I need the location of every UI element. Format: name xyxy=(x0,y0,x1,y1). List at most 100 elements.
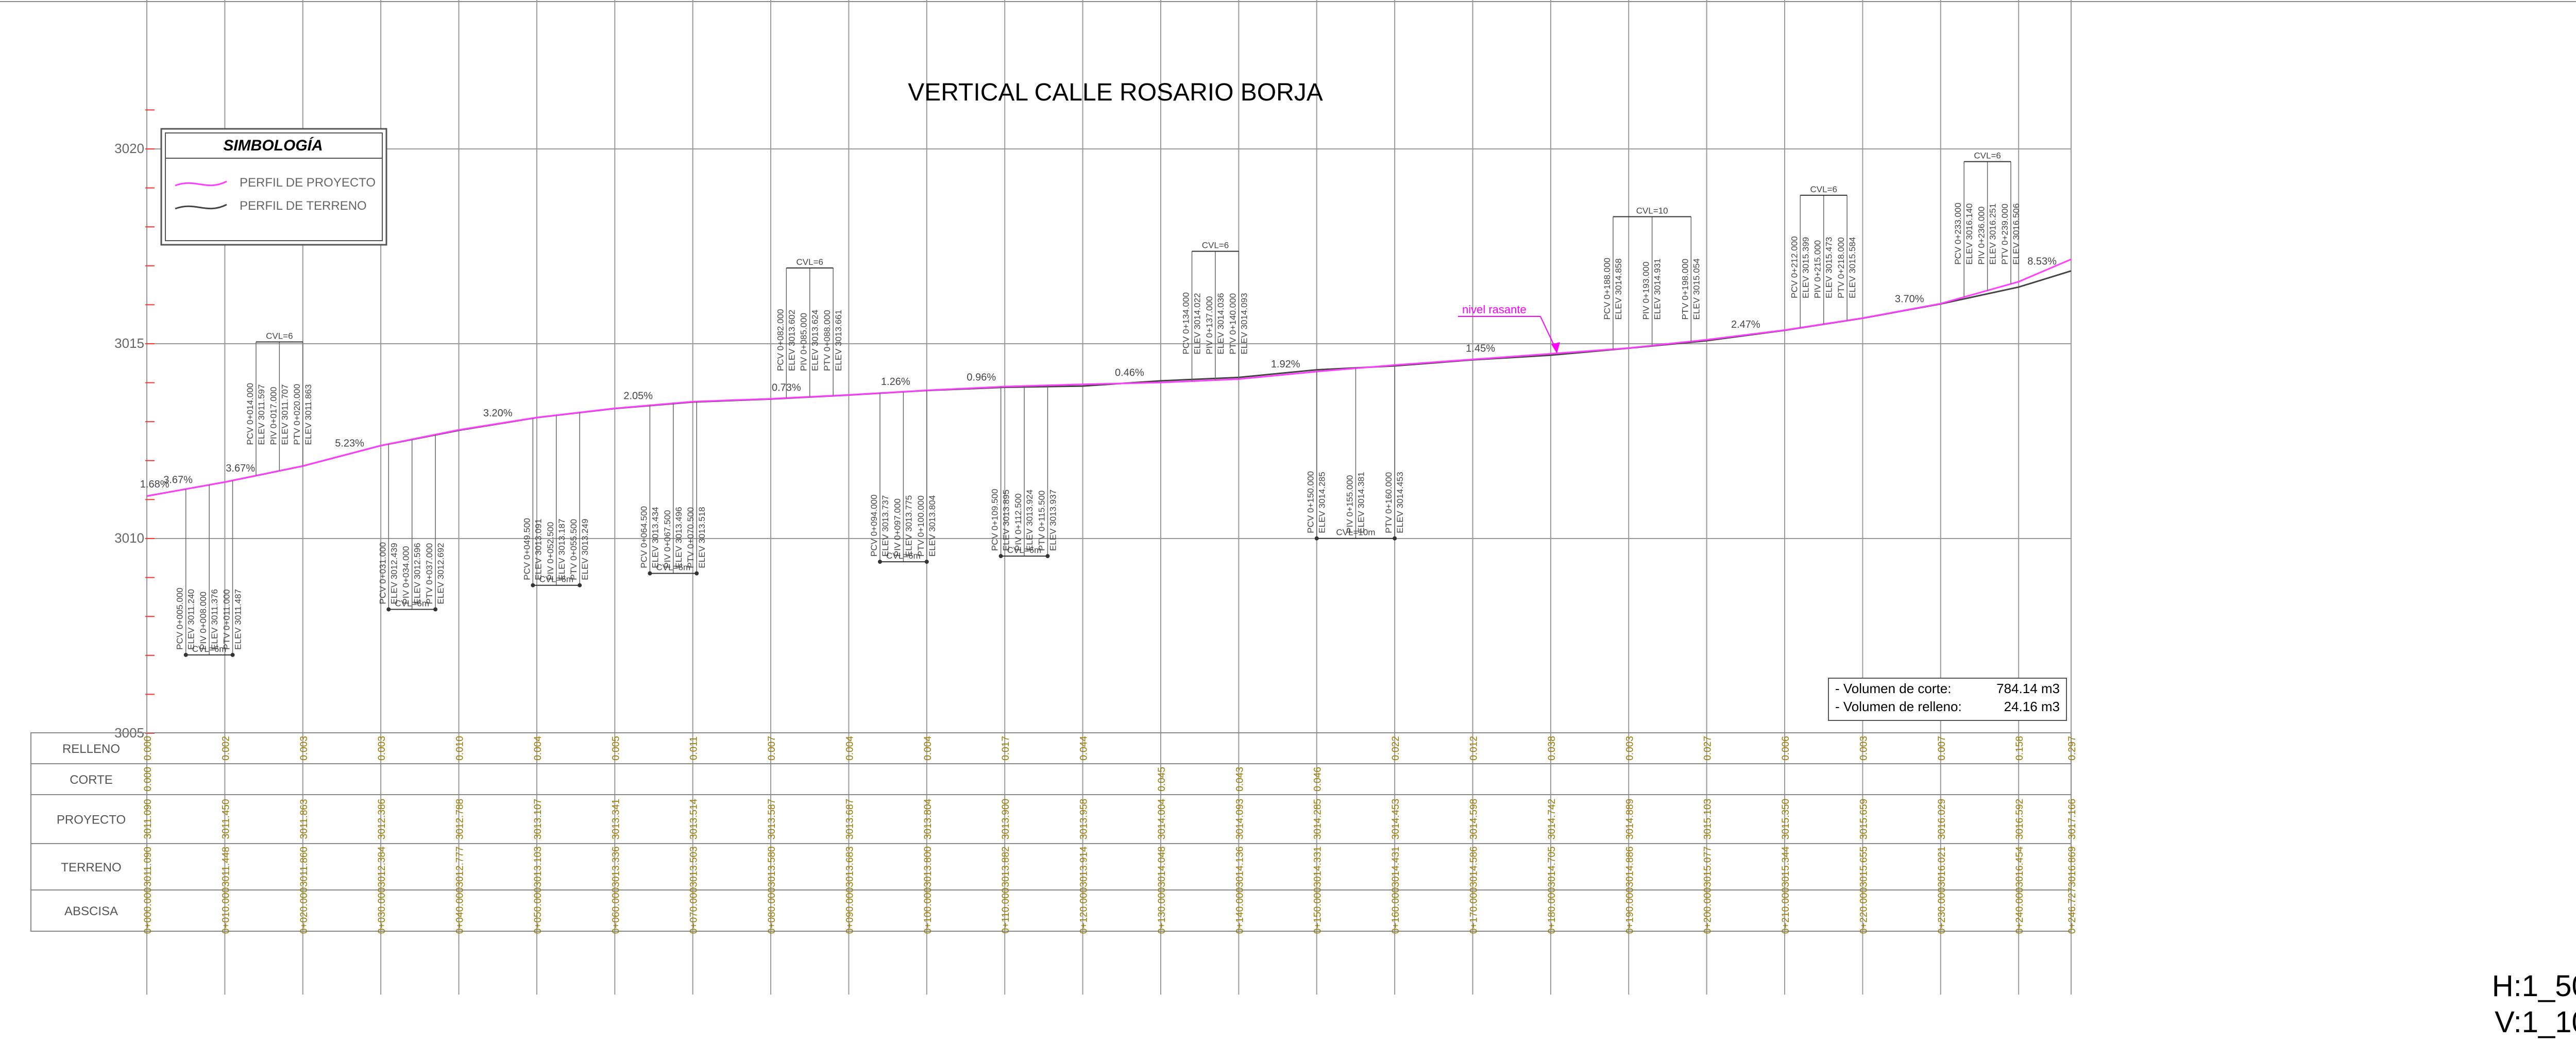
table-frame xyxy=(30,732,2072,932)
table-cell: 0+220.000 xyxy=(1858,887,1869,934)
table-cell: 3014.048 xyxy=(1157,846,1167,887)
curve-elevation-label: ELEV 3011.597 xyxy=(257,384,266,445)
curve-station-label: PTV 0+218.000 xyxy=(1836,237,1846,298)
table-cell: 0.011 xyxy=(689,736,700,760)
curve-elevation-label: ELEV 3015.473 xyxy=(1824,237,1834,298)
slope-label: 2.05% xyxy=(623,390,653,401)
volume-relleno-value: 24.16 m3 xyxy=(2004,699,2060,714)
table-cell: 3014.093 xyxy=(1234,799,1245,839)
table-cell: 0+100.000 xyxy=(923,887,934,934)
cvl-end-dot xyxy=(694,571,699,576)
curve-station-label: PTV 0+088.000 xyxy=(822,310,832,371)
curve-station-label: PTV 0+100.000 xyxy=(916,495,926,557)
table-cell: 3013.587 xyxy=(767,799,777,839)
curve-elevation-label: ELEV 3013.661 xyxy=(834,310,843,371)
curve-station-label: PTV 0+020.000 xyxy=(292,384,302,445)
slope-label: 3.70% xyxy=(1895,293,1924,305)
table-cell: 3014.886 xyxy=(1624,846,1635,887)
table-cell: 3013.503 xyxy=(689,846,700,887)
slope-label: 1.68% xyxy=(140,479,170,490)
curve-elevation-label: ELEV 3014.931 xyxy=(1653,258,1663,320)
curve-station-label: PTV 0+011.000 xyxy=(222,589,232,649)
curve-station-label: PCV 0+188.000 xyxy=(1602,258,1612,320)
cvl-end-dot xyxy=(1045,554,1050,559)
cvl-end-dot xyxy=(183,652,188,657)
vertical-curve-annotations: PCV 0+005.000 ELEV 3011.240 PIV 0+008.000 E… xyxy=(175,151,2021,657)
slope-label: 0.96% xyxy=(967,372,996,383)
table-cell: 0.004 xyxy=(923,736,934,761)
curve-station-label: PCV 0+031.000 xyxy=(378,542,387,604)
vertical-curve: PCV 0+188.000 ELEV 3014.858 PIV 0+193.000 E… xyxy=(1602,206,1701,349)
table-row: TERRENO 3011.090 3011.448 3011.860 3012.384 3… xyxy=(31,843,2078,887)
table-cell: 0.012 xyxy=(1468,736,1479,761)
table-row-label: TERRENO xyxy=(61,861,121,875)
curve-station-label: PTV 0+140.000 xyxy=(1228,293,1238,355)
curve-station-label: PIV 0+097.000 xyxy=(892,498,902,557)
vertical-curve: PCV 0+212.000 ELEV 3015.399 PIV 0+215.000 E… xyxy=(1789,184,1857,328)
table-cell: 0.017 xyxy=(1001,736,1011,761)
cvl-end-dot xyxy=(1314,536,1319,541)
curve-station-label: PCV 0+005.000 xyxy=(175,587,185,650)
curve-elevation-label: ELEV 3016.140 xyxy=(1964,204,1974,265)
curve-station-label: PIV 0+034.000 xyxy=(401,546,411,604)
curve-elevation-label: ELEV 3014.093 xyxy=(1239,293,1249,354)
table-cell: 0+160.000 xyxy=(1391,887,1401,934)
table-cell: 0+110.000 xyxy=(1001,888,1011,934)
table-cell: 0+050.000 xyxy=(533,887,544,934)
table-row-label: PROYECTO xyxy=(57,813,126,827)
elevation-labels: 3020 3015 3010 3005 xyxy=(114,141,144,741)
table-cell: 3012.788 xyxy=(455,799,466,839)
cvl-label: CVL=6m xyxy=(656,563,691,573)
cvl-end-dot xyxy=(648,571,652,576)
table-cell: 0.002 xyxy=(221,736,231,761)
cvl-label: CVL=6m xyxy=(1007,545,1042,555)
table-cell: 0.000 xyxy=(143,736,154,761)
curve-station-label: PCV 0+134.000 xyxy=(1181,292,1191,355)
table-cell: 3014.889 xyxy=(1624,799,1635,839)
cvl-end-dot xyxy=(531,583,535,587)
table-cell: 0+030.000 xyxy=(377,887,387,934)
table-cell: 3016.592 xyxy=(2014,799,2025,839)
legend-terrain-label: PERFIL DE TERRENO xyxy=(240,199,367,213)
curve-elevation-label: ELEV 3011.240 xyxy=(187,589,196,650)
table-cell: 3012.386 xyxy=(377,799,387,839)
cvl-label: CVL=6m xyxy=(395,598,429,608)
curve-station-label: PCV 0+109.500 xyxy=(990,489,1000,551)
legend: SIMBOLOGÍA PERFIL DE PROYECTO PERFIL DE … xyxy=(160,128,387,246)
table-cell: 3014.742 xyxy=(1547,799,1557,839)
table-cell: 3011.860 xyxy=(299,847,310,887)
table-cell: 3013.800 xyxy=(923,846,934,887)
curve-elevation-label: ELEV 3013.624 xyxy=(810,310,820,371)
nivel-rasante-callout: nivel rasante xyxy=(1458,303,1560,354)
vertical-curve: PCV 0+014.000 ELEV 3011.597 PIV 0+017.000 E… xyxy=(245,331,313,476)
table-cell: 0.022 xyxy=(1391,736,1401,761)
legend-project-label: PERFIL DE PROYECTO xyxy=(240,176,376,190)
table-cell: 3016.021 xyxy=(1937,846,1947,887)
table-cell: 3013.882 xyxy=(1001,846,1011,887)
table-cell: 3013.804 xyxy=(923,798,934,839)
table-cell: 3015.659 xyxy=(1858,799,1869,839)
slope-label: 1.92% xyxy=(1271,359,1300,370)
legend-title: SIMBOLOGÍA xyxy=(223,137,323,154)
curve-station-label: PCV 0+094.000 xyxy=(869,495,879,557)
curve-station-label: PCV 0+014.000 xyxy=(245,383,255,445)
table-cell: 0.004 xyxy=(533,736,544,761)
curve-elevation-label: ELEV 3011.487 xyxy=(233,589,243,650)
table-cell: 0+230.000 xyxy=(1937,887,1947,934)
table-cell: 3013.687 xyxy=(844,799,855,839)
table-cell: 0+180.000 xyxy=(1547,887,1557,934)
cvl-end-dot xyxy=(386,607,391,612)
curve-station-label: PIV 0+017.000 xyxy=(268,387,278,445)
table-cell: 0.003 xyxy=(1858,736,1869,761)
cvl-end-dot xyxy=(230,652,235,657)
cvl-label: CVL=6 xyxy=(1202,241,1229,250)
curve-elevation-label: ELEV 3016.251 xyxy=(1988,204,1998,265)
table-cell: 3015.350 xyxy=(1781,799,1791,839)
curve-station-label: PIV 0+052.500 xyxy=(546,522,555,580)
curve-elevation-label: ELEV 3012.439 xyxy=(389,543,399,604)
elevation-label: 3020 xyxy=(114,141,144,156)
curve-station-label: PIV 0+155.000 xyxy=(1345,475,1354,533)
table-cell: 0+240.000 xyxy=(2014,887,2025,934)
slope-label: 2.47% xyxy=(1731,319,1760,330)
